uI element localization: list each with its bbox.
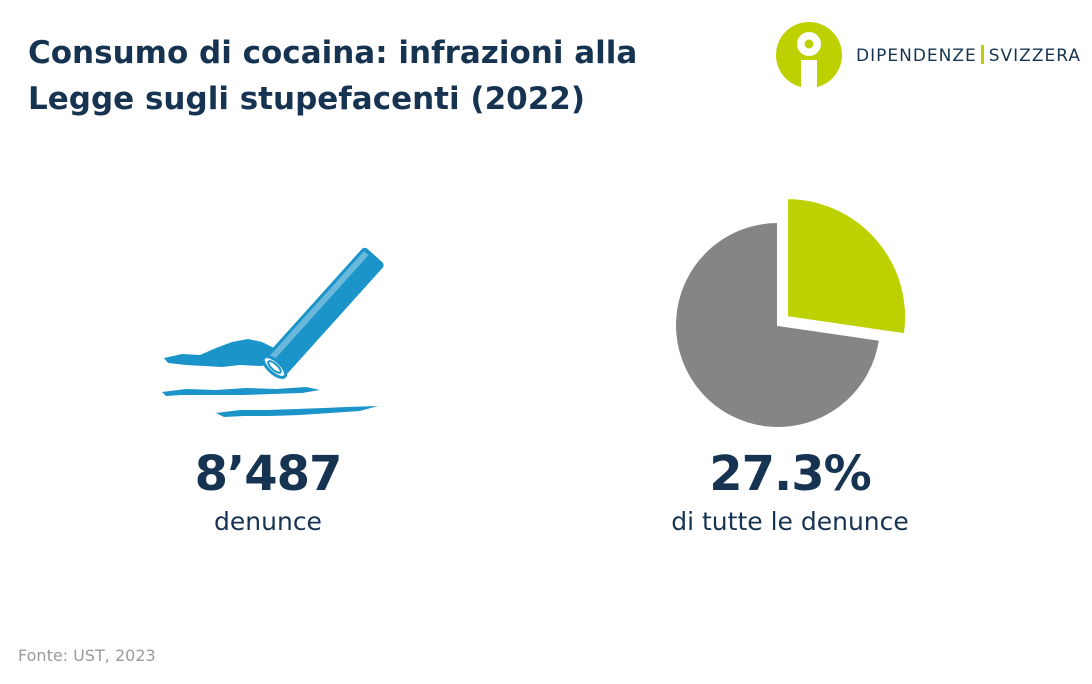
person-circle-logo-icon	[776, 22, 842, 88]
stat-share: 27.3% di tutte le denunce	[620, 446, 960, 538]
brand-name: DIPENDENZE SVIZZERA	[856, 45, 1081, 66]
share-pie-chart	[674, 197, 908, 429]
stat-denunce-label: denunce	[214, 507, 322, 536]
pie-slice-1	[786, 197, 908, 336]
brand-logo[interactable]: DIPENDENZE SVIZZERA	[776, 22, 1080, 88]
brand-name-right: SVIZZERA	[988, 46, 1081, 66]
stat-denunce: 8’487 denunce	[118, 446, 418, 538]
cocaine-lines-and-straw-icon	[162, 247, 384, 417]
source-note: Fonte: UST, 2023	[18, 646, 156, 665]
title-line-2: Legge sugli stupefacenti (2022)	[28, 81, 586, 117]
powder-line-2	[216, 406, 378, 417]
page-title: Consumo di cocaina: infrazioni alla Legg…	[28, 30, 748, 122]
title-line-1: Consumo di cocaina: infrazioni alla	[28, 35, 638, 71]
stat-share-label: di tutte le denunce	[671, 507, 909, 536]
pie-slice-2	[674, 220, 882, 429]
powder-line-1	[162, 387, 320, 396]
straw	[261, 247, 384, 379]
brand-separator	[980, 45, 984, 64]
stat-denunce-value: 8’487	[194, 446, 343, 502]
stat-share-value: 27.3%	[709, 446, 872, 502]
brand-name-left: DIPENDENZE	[856, 46, 977, 66]
